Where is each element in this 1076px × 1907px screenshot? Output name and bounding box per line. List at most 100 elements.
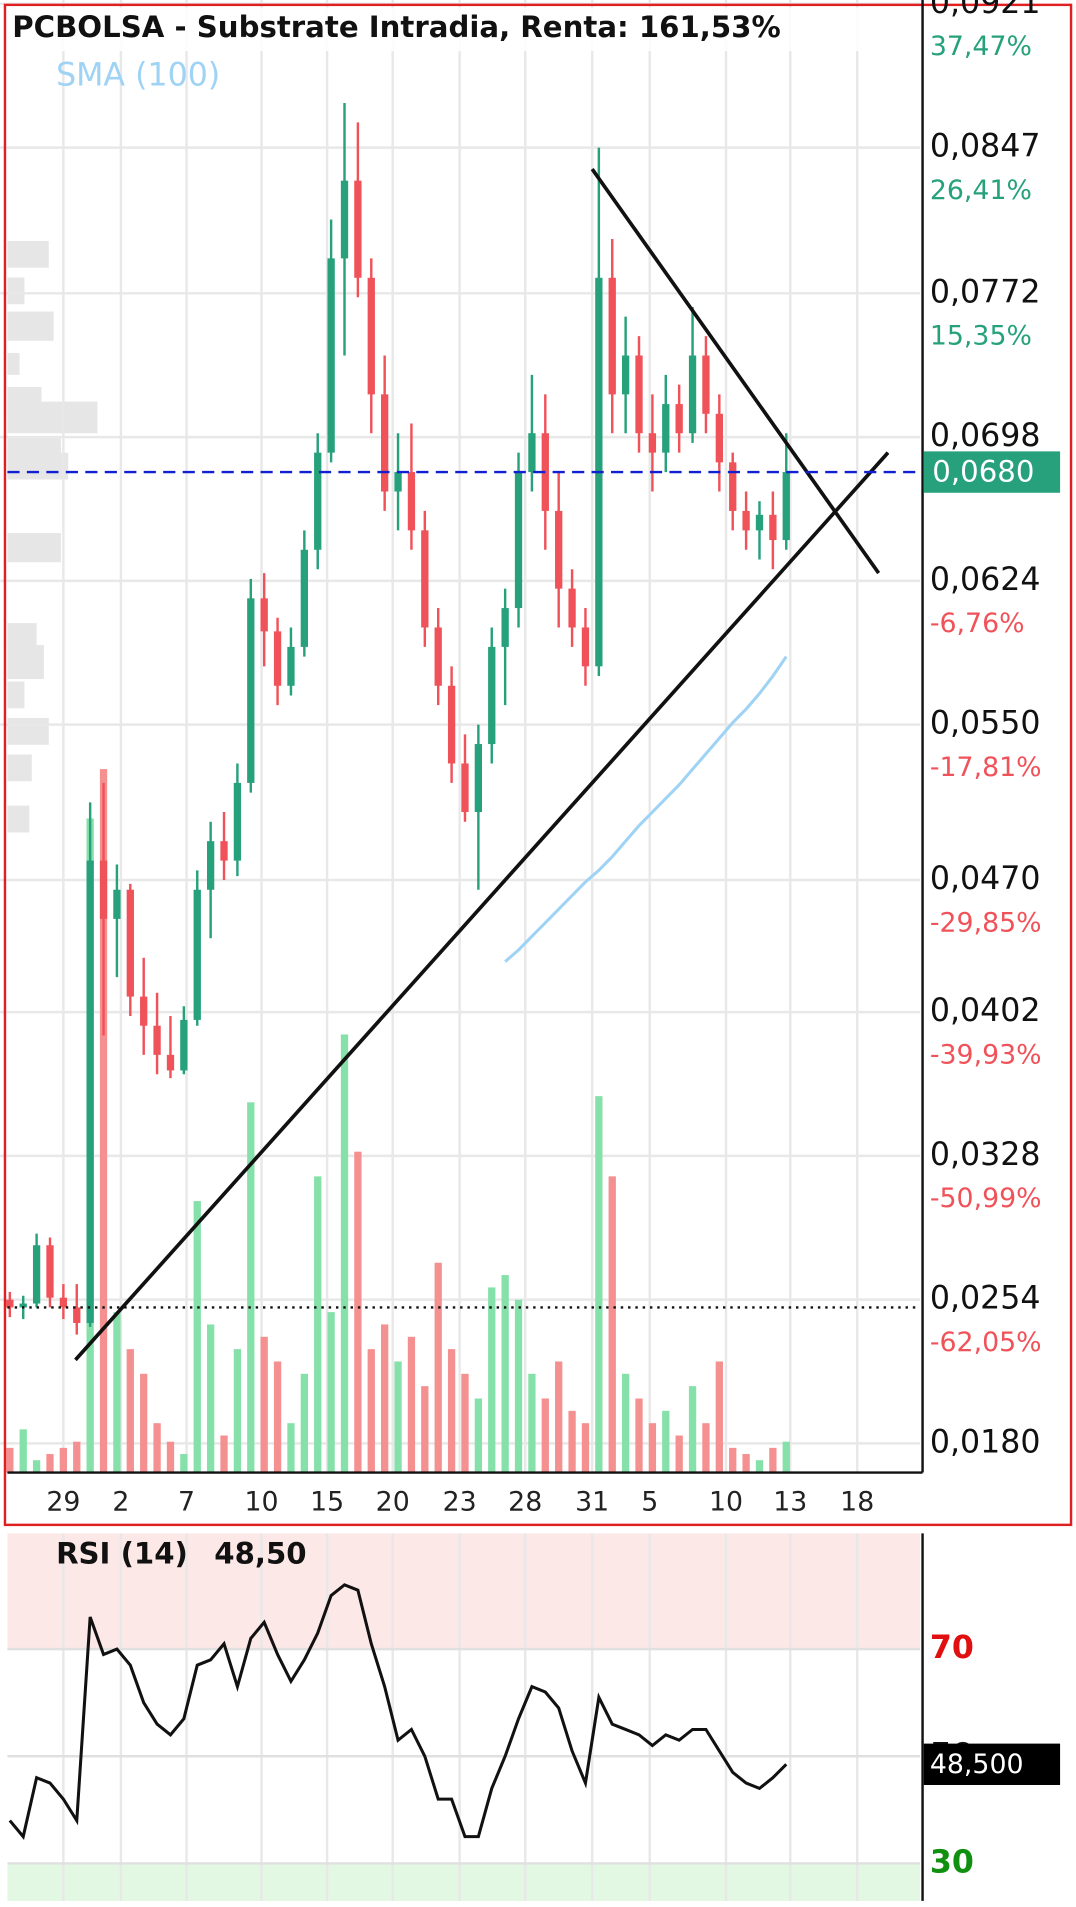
- volume-bar: [180, 1454, 188, 1473]
- volume-bar: [742, 1454, 750, 1473]
- volume-bar: [648, 1423, 657, 1473]
- candle-body: [273, 631, 282, 686]
- volume-profile: [7, 240, 98, 833]
- volume-bar: [354, 1151, 362, 1473]
- candle-body: [648, 433, 657, 453]
- volume-bar: [555, 1361, 563, 1473]
- x-tick-label: 10: [244, 1486, 278, 1517]
- percent-label: -39,93%: [930, 1039, 1042, 1070]
- candle-body: [32, 1245, 41, 1304]
- volume-bar: [447, 1349, 456, 1473]
- candle-body: [742, 510, 750, 531]
- candle-body: [662, 404, 670, 453]
- price-badge-label: 0,0680: [932, 454, 1034, 488]
- candle-body: [635, 355, 643, 434]
- candle-body: [715, 413, 723, 463]
- volume-bar: [327, 1312, 335, 1473]
- volume-bar: [675, 1435, 683, 1473]
- volume-bar: [421, 1386, 429, 1473]
- candle-body: [608, 277, 616, 395]
- percent-label: 37,47%: [930, 31, 1032, 62]
- x-tick-label: 13: [773, 1486, 807, 1517]
- candle-body: [113, 889, 121, 919]
- candle-body: [260, 598, 268, 632]
- volume-bar: [715, 1361, 723, 1473]
- volume-bar: [6, 1447, 14, 1473]
- candle-body: [367, 277, 375, 395]
- chart-title: PCBOLSA - Substrate Intradia, Renta: 161…: [12, 10, 780, 44]
- candle-body: [447, 685, 456, 764]
- percent-label: 26,41%: [930, 175, 1032, 206]
- volume-bar: [300, 1373, 308, 1473]
- y-tick-label: 0,0772: [930, 274, 1041, 310]
- rsi-badge: [923, 1743, 1061, 1785]
- candle-body: [501, 608, 509, 647]
- volume-bar: [514, 1299, 523, 1473]
- candle-body: [782, 472, 790, 541]
- x-tick-label: 20: [376, 1486, 410, 1517]
- volume-bar: [488, 1287, 496, 1473]
- rsi-value: 48,50: [214, 1536, 306, 1570]
- volume-bar: [273, 1361, 282, 1473]
- volume-bar: [59, 1447, 68, 1473]
- trendline: [74, 451, 890, 1362]
- volume-bar: [782, 1441, 790, 1473]
- y-tick-label: 0,0180: [930, 1424, 1041, 1460]
- y-tick-label: 0,0550: [930, 706, 1041, 742]
- candle-body: [140, 996, 148, 1026]
- x-tick-label: 18: [840, 1486, 874, 1517]
- volume-bar: [233, 1349, 242, 1473]
- candle-body: [514, 472, 523, 609]
- x-tick-label: 23: [443, 1486, 477, 1517]
- rsi-title: RSI (14): [56, 1536, 188, 1570]
- percent-label: 15,35%: [930, 321, 1032, 352]
- percent-label: -17,81%: [930, 752, 1042, 783]
- oversold-zone: [7, 1863, 921, 1901]
- volume-bar: [702, 1423, 710, 1473]
- candle-body: [247, 598, 255, 783]
- volume-bar: [166, 1441, 175, 1473]
- candle-body: [474, 744, 483, 813]
- candle-body: [407, 472, 416, 531]
- percent-label: -6,76%: [930, 608, 1025, 639]
- x-tick-label: 31: [575, 1486, 609, 1517]
- volume-bar: [621, 1373, 630, 1473]
- candle-body: [59, 1297, 68, 1308]
- rsi-badge-label: 48,500: [930, 1749, 1024, 1780]
- x-tick-label: 28: [508, 1486, 542, 1517]
- x-tick-label: 7: [178, 1486, 195, 1517]
- candle-body: [581, 627, 590, 667]
- volume-bar: [113, 1312, 121, 1473]
- volume-bar: [73, 1441, 81, 1473]
- volume-bar: [688, 1386, 697, 1473]
- volume-bar: [220, 1435, 228, 1473]
- candle-body: [153, 1025, 161, 1055]
- percent-label: -29,85%: [930, 907, 1042, 938]
- volume-bar: [126, 1349, 134, 1473]
- volume-bar: [608, 1176, 616, 1473]
- candle-body: [340, 180, 349, 259]
- candle-body: [354, 180, 362, 278]
- volume-bar: [314, 1176, 322, 1473]
- candle-body: [755, 514, 764, 531]
- candle-body: [541, 433, 549, 511]
- y-tick-label: 0,0470: [930, 861, 1041, 897]
- volume-bar: [501, 1275, 509, 1473]
- volume-bar: [153, 1423, 161, 1473]
- price-badge: [923, 451, 1061, 493]
- sma-line: [504, 655, 788, 963]
- candle-body: [327, 258, 335, 453]
- candle-body: [421, 530, 429, 628]
- candle-body: [381, 394, 389, 492]
- x-tick-label: 5: [641, 1486, 658, 1517]
- volume-bar: [568, 1410, 576, 1473]
- y-tick-label: 0,0698: [930, 418, 1041, 454]
- rsi-line: [8, 1583, 788, 1840]
- trendline: [590, 167, 881, 575]
- candle-body: [555, 510, 563, 589]
- volume-bar: [206, 1324, 215, 1473]
- x-tick-label: 10: [709, 1486, 743, 1517]
- volume-bar: [287, 1423, 295, 1473]
